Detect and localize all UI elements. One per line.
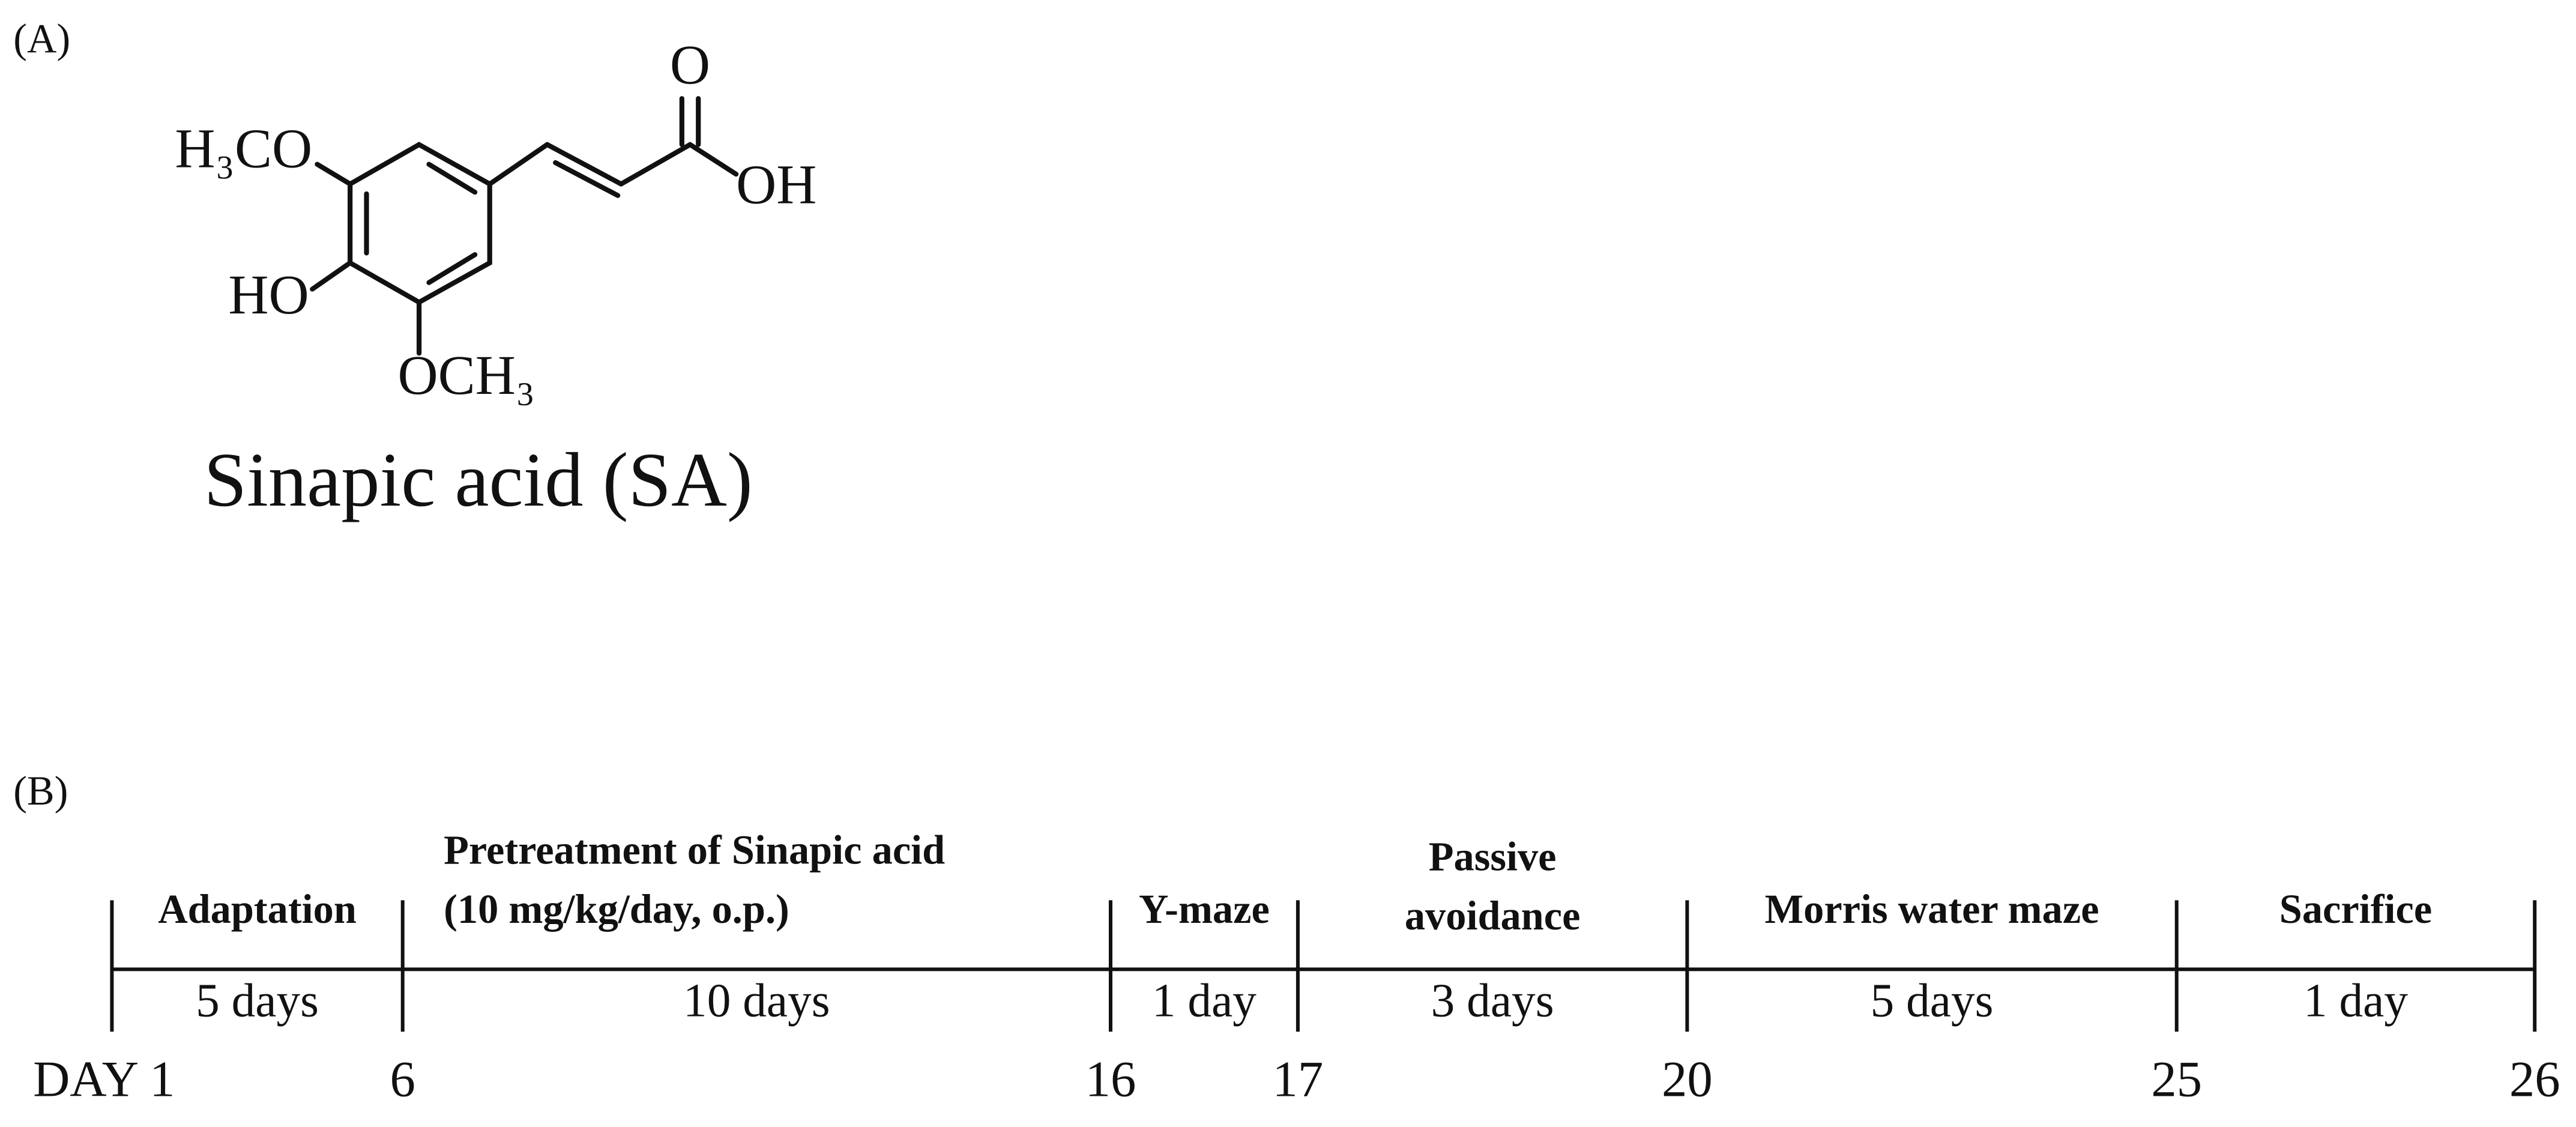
benzene-ring — [348, 142, 492, 306]
structure — [310, 96, 739, 356]
phase-name: Adaptation — [158, 886, 357, 932]
bond — [618, 142, 693, 187]
day-label: 16 — [1085, 1051, 1136, 1107]
phase-name: avoidance — [1405, 893, 1581, 938]
double-bond — [553, 160, 621, 198]
phase-duration: 1 day — [2303, 974, 2408, 1027]
bond — [315, 162, 353, 187]
bond — [487, 142, 550, 187]
phase-duration: 1 day — [1152, 974, 1256, 1027]
bond — [687, 142, 739, 177]
day-label: 17 — [1273, 1051, 1324, 1107]
phase-name: Morris water maze — [1765, 886, 2099, 932]
atom-label: OH — [736, 154, 816, 216]
day-label: 20 — [1662, 1051, 1713, 1107]
day-label: 25 — [2151, 1051, 2202, 1107]
timeline: DAY 1 6 16 17 20 25 26 Adaptation 5 days Pretreat… — [33, 827, 2560, 1108]
atom-label: H₃CO — [175, 118, 312, 180]
phase-name: Passive — [1429, 833, 1557, 879]
panel-label: (B) — [13, 768, 68, 814]
day-label: DAY 1 — [33, 1051, 175, 1107]
day-label: 26 — [2509, 1051, 2560, 1107]
phase-name: Pretreatment of Sinapic acid — [444, 827, 945, 873]
phase-name: Sacrifice — [2279, 886, 2432, 932]
atom-label: HO — [228, 264, 309, 326]
phase-duration: 3 days — [1431, 974, 1554, 1027]
phase-name: Y-maze — [1139, 886, 1270, 932]
double-bond — [426, 162, 478, 195]
phase-duration: 10 days — [683, 974, 830, 1027]
double-bond — [426, 252, 478, 285]
bond — [544, 142, 624, 187]
phase-duration: 5 days — [1871, 974, 1994, 1027]
phase-name: (10 mg/kg/day, o.p.) — [444, 886, 789, 932]
phase-duration: 5 days — [196, 974, 319, 1027]
compound-name: Sinapic acid (SA) — [204, 437, 753, 522]
atom-label: O — [670, 34, 710, 96]
panel-label: (A) — [13, 16, 70, 61]
atom-label: OCH₃ — [398, 345, 535, 406]
bond — [310, 260, 353, 292]
day-label: 6 — [390, 1051, 415, 1107]
